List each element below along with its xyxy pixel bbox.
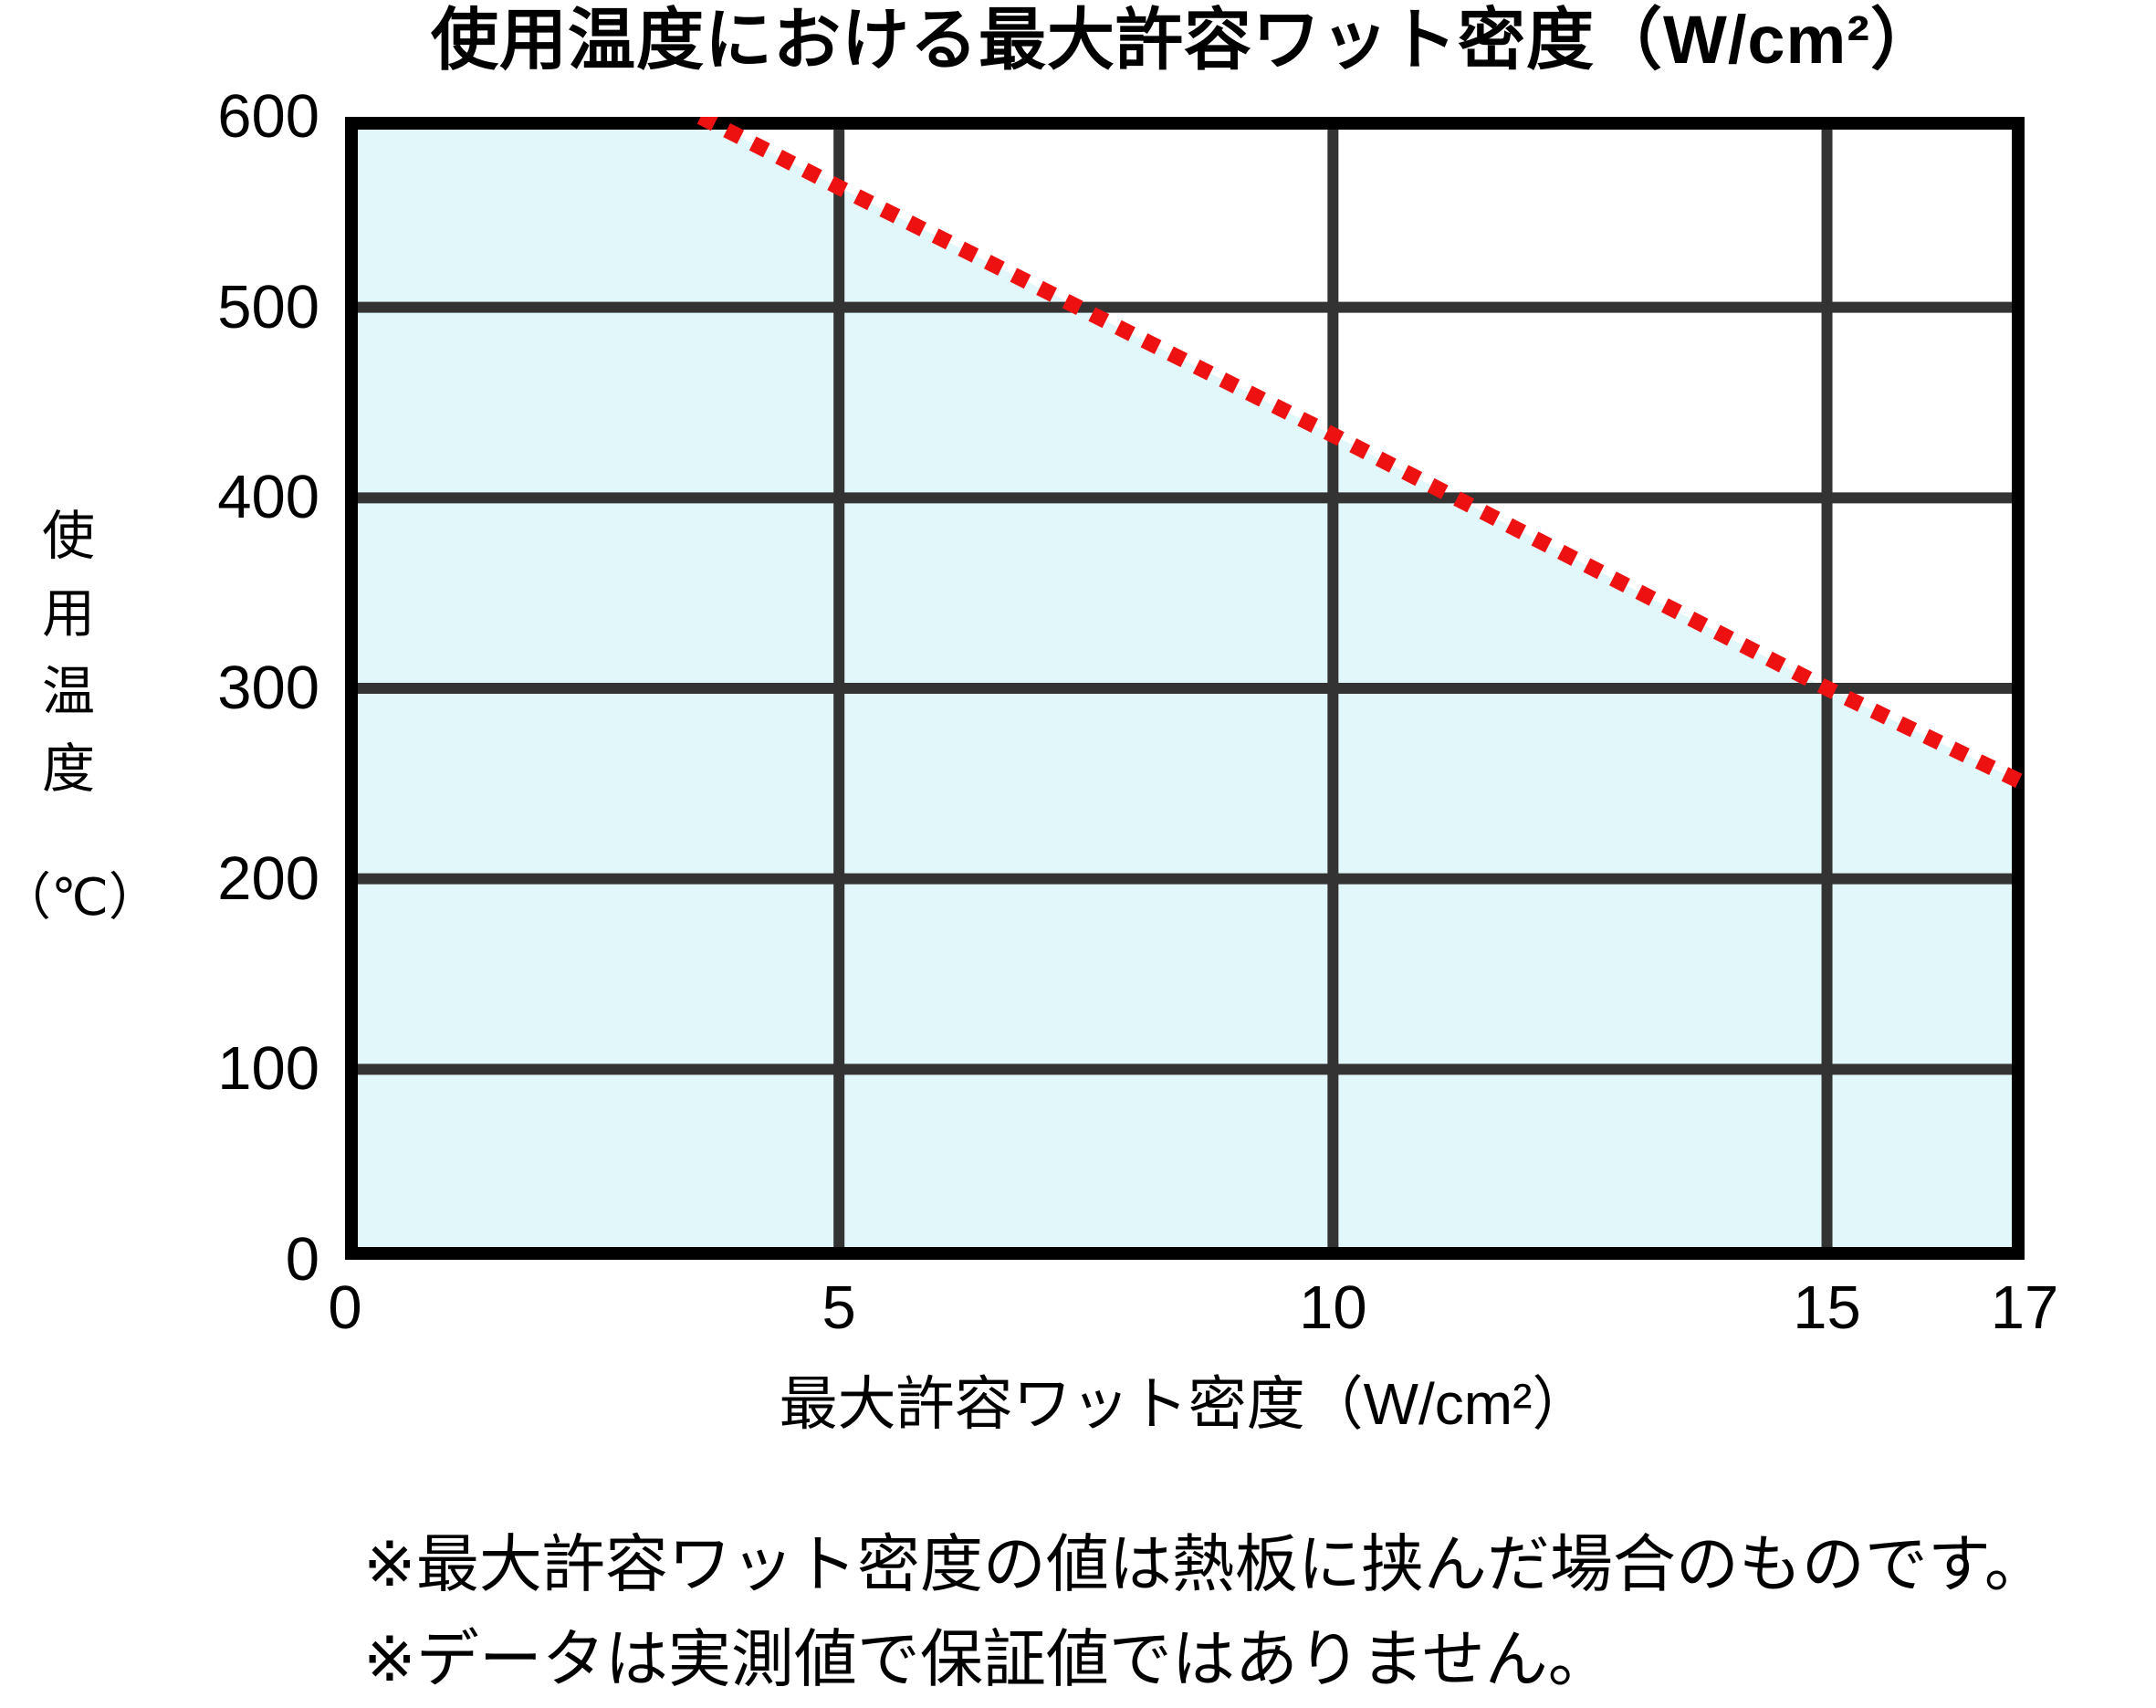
x-tick-label: 17 xyxy=(1990,1273,2059,1342)
x-tick-label: 0 xyxy=(328,1273,362,1342)
y-axis-title-char: 温 xyxy=(41,662,95,721)
x-tick-label: 15 xyxy=(1793,1273,1861,1342)
plot-area xyxy=(345,117,2025,1260)
y-tick-label: 300 xyxy=(217,654,319,722)
y-tick-label: 100 xyxy=(217,1034,319,1104)
y-tick-label: 600 xyxy=(217,82,319,151)
plot-svg xyxy=(345,117,2025,1260)
y-axis-title-char: 使 xyxy=(41,507,95,566)
y-axis-unit: （℃） xyxy=(0,868,160,926)
x-axis-title: 最大許容ワット密度（W/cm²） xyxy=(779,1371,1591,1437)
y-tick-label: 400 xyxy=(217,463,319,532)
chart-title: 使用温度における最大許容ワット密度（W/cm²） xyxy=(431,2,1939,78)
y-axis-title-char: 用 xyxy=(41,584,95,644)
y-tick-label: 500 xyxy=(217,272,319,341)
footnote-line-1: ※最大許容ワット密度の値は熱板に挟んだ場合のものです。 xyxy=(363,1529,2047,1599)
y-tick-label: 200 xyxy=(217,844,319,913)
y-axis-title: 使用温度 （℃） xyxy=(0,498,160,926)
max-watt-density-line xyxy=(696,117,2025,791)
axis-border xyxy=(345,117,2025,1260)
x-tick-label: 10 xyxy=(1299,1273,1367,1342)
y-axis-title-text: 使用温度 xyxy=(0,498,137,808)
y-tick-label: 0 xyxy=(285,1225,319,1294)
x-tick-label: 5 xyxy=(822,1273,856,1342)
footnotes: ※最大許容ワット密度の値は熱板に挟んだ場合のものです。 ※データは実測値で保証値… xyxy=(363,1517,2156,1707)
footnote-line-2: ※データは実測値で保証値ではありません。 xyxy=(363,1624,1611,1694)
y-axis-title-char: 度 xyxy=(41,739,95,799)
